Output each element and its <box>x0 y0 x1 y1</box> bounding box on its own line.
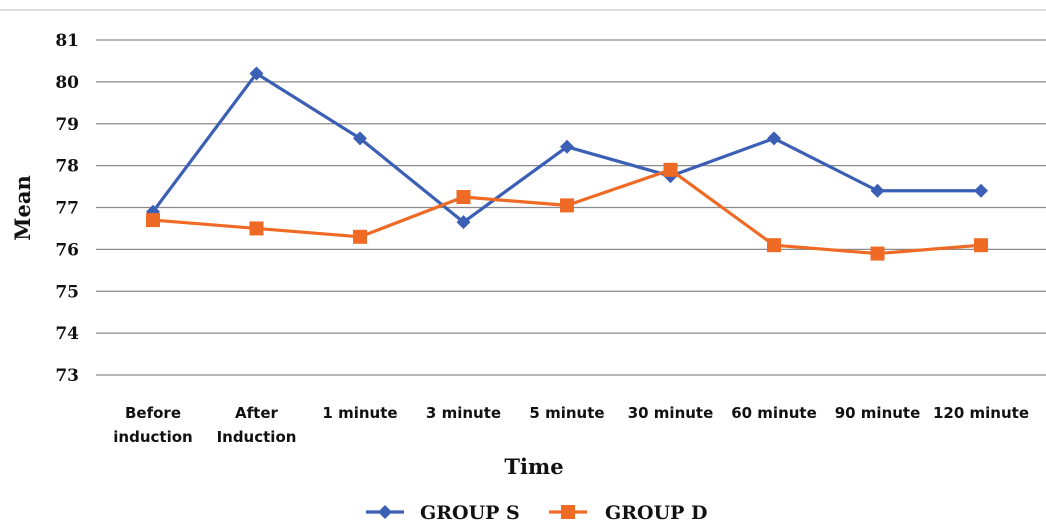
data-point-group-d-4 <box>560 198 574 213</box>
x-tick-label-4: 5 minute <box>529 404 604 422</box>
legend: GROUP S GROUP D <box>366 502 708 524</box>
legend-item-group-d: GROUP D <box>549 502 708 524</box>
data-point-group-d-8 <box>974 238 988 253</box>
y-axis-title: Mean <box>10 175 35 240</box>
x-tick-label-2: 1 minute <box>322 404 397 422</box>
y-tick-label-78: 78 <box>55 157 79 177</box>
y-tick-label-75: 75 <box>55 282 79 302</box>
x-tick-label-7: 90 minute <box>835 404 921 422</box>
data-point-group-s-2 <box>353 131 367 146</box>
x-axis-title: Time <box>504 454 563 479</box>
data-point-group-s-6 <box>767 131 781 146</box>
x-tick-label-1: After Induction <box>217 404 297 446</box>
data-point-group-d-0 <box>146 213 160 228</box>
y-tick-label-81: 81 <box>55 31 79 51</box>
y-tick-label-79: 79 <box>55 115 79 135</box>
x-tick-label-3: 3 minute <box>426 404 501 422</box>
data-point-group-s-7 <box>870 183 885 198</box>
x-tick-label-5: 30 minute <box>628 404 714 422</box>
data-point-group-d-2 <box>353 229 367 244</box>
legend-marker-group-d <box>561 505 575 519</box>
data-point-group-d-3 <box>456 190 471 205</box>
data-point-group-d-1 <box>249 221 264 236</box>
data-point-group-d-7 <box>870 246 885 261</box>
x-tick-label-8: 120 minute <box>933 404 1029 422</box>
legend-marker-group-s <box>378 505 392 519</box>
x-tick-label-0: Before induction <box>113 404 192 446</box>
x-tick-label-6: 60 minute <box>731 404 817 422</box>
data-point-group-d-5 <box>663 162 678 177</box>
series-group-d <box>146 162 988 261</box>
data-point-group-d-6 <box>767 238 781 253</box>
series-group <box>146 66 988 261</box>
data-point-group-s-1 <box>249 66 264 81</box>
y-tick-label-80: 80 <box>55 73 79 93</box>
data-point-group-s-3 <box>456 215 471 230</box>
data-point-group-s-8 <box>974 183 988 198</box>
y-tick-label-76: 76 <box>55 240 79 260</box>
legend-label-group-s: GROUP S <box>420 502 520 524</box>
legend-label-group-d: GROUP D <box>605 502 708 524</box>
y-tick-label-77: 77 <box>55 199 79 219</box>
x-axis-ticks: Before induction After Induction 1 minute 3 m… <box>113 404 1029 446</box>
y-axis-ticks: 73 74 75 76 77 78 79 80 81 <box>55 31 79 386</box>
y-tick-label-73: 73 <box>55 366 79 386</box>
y-tick-label-74: 74 <box>55 324 79 344</box>
legend-item-group-s: GROUP S <box>366 502 520 524</box>
data-point-group-s-4 <box>560 139 574 154</box>
